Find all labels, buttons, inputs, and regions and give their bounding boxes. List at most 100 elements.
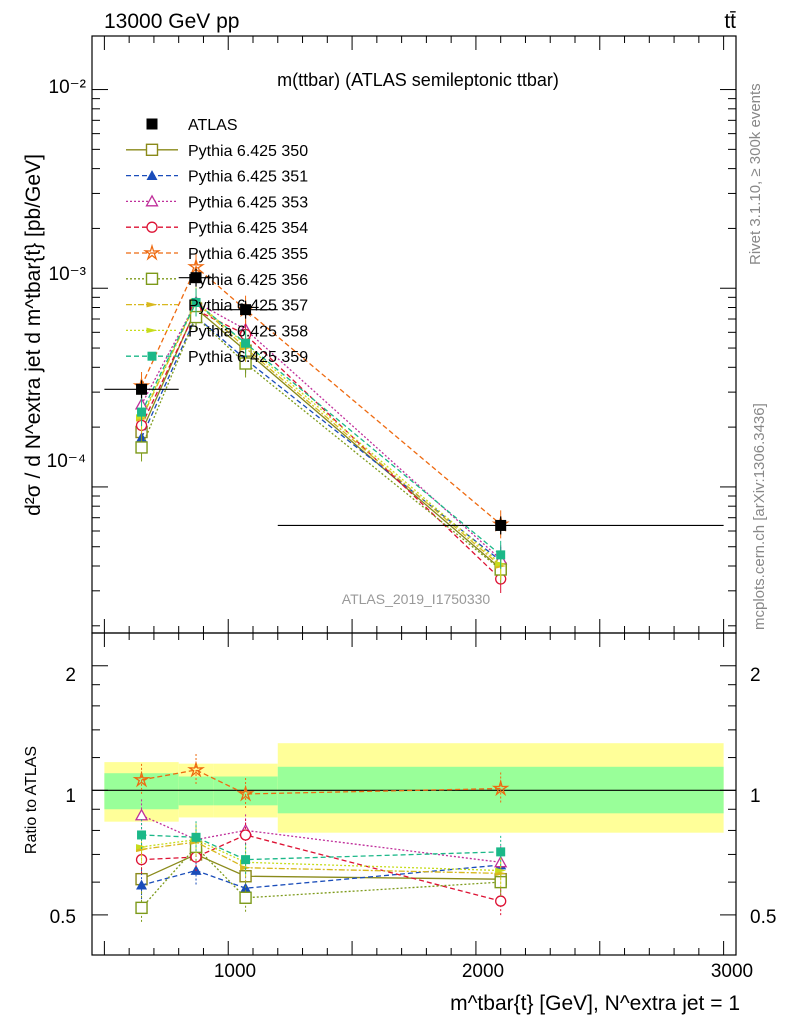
legend-label: ATLAS [188,117,238,134]
x-tick-labels: 1000 2000 3000 [214,961,753,982]
ratio-tick-label-0p5: 0.5 [50,907,76,928]
legend-entry-pythia-6-425-355: Pythia 6.425 355 [126,243,308,263]
legend-label: Pythia 6.425 350 [188,143,308,160]
series-pythia-6-425-355-ratio-point [187,760,205,778]
legend-entry-pythia-6-425-357: Pythia 6.425 357 [126,298,308,315]
rivet-version-label: Rivet 3.1.10, ≥ 300k events [747,83,764,265]
y-tick-label-1e-2: 10⁻² [49,77,87,98]
legend-marker [145,143,159,157]
legend-entry-pythia-6-425-353: Pythia 6.425 353 [126,194,308,211]
series-pythia-6-425-351-line [140,315,502,562]
atlas-point [240,304,252,316]
main-panel: m(ttbar) (ATLAS semileptonic ttbar) ATLA… [22,35,737,634]
series-pythia-6-425-359-ratio-point [137,830,147,840]
series-pythia-6-425-359-point [137,407,147,417]
ratio-tick-label-2: 2 [65,665,76,686]
series-pythia-6-425-358-ratio-point [136,844,148,850]
legend-label: Pythia 6.425 355 [188,246,308,263]
y-tick-label-1e-3: 10⁻³ [49,264,87,285]
ratio-tick-label-0p5-right: 0.5 [750,907,776,928]
y-tick-label-1e-4: 10⁻⁴ [47,451,86,472]
series-pythia-6-425-356-ratio-point [239,891,252,904]
legend-entry-pythia-6-425-351: Pythia 6.425 351 [126,169,308,186]
legend-label: Pythia 6.425 351 [188,169,308,186]
legend-label: Pythia 6.425 353 [188,194,308,211]
series-pythia-6-425-350-ratio-line [141,853,501,880]
process-label: tt̄ [724,10,736,33]
ratio-panel: 2 1 0.5 2 1 0.5 Ratio to ATLAS 1000 2000… [23,632,777,1015]
series-pythia-6-425-356-point [135,441,148,454]
legend-marker [145,272,159,285]
series-pythia-6-425-354-ratio-point [239,829,252,841]
series-pythia-6-425-355-line [140,265,502,525]
series-pythia-6-425-359-point [191,297,201,307]
ratio-y-tick-labels: 2 1 0.5 2 1 0.5 [50,665,777,928]
series-pythia-6-425-354-ratio-point [495,895,507,907]
ratio-plot-area [132,753,510,924]
figure-header: 13000 GeV pp tt̄ [104,10,736,33]
legend-entry-pythia-6-425-358: Pythia 6.425 358 [126,323,308,340]
plot-title: m(ttbar) (ATLAS semileptonic ttbar) [277,70,559,90]
series-pythia-6-425-357-line [140,301,502,567]
series-pythia-6-425-356-ratio-line [141,845,501,909]
legend-label: Pythia 6.425 359 [188,349,308,366]
y-axis-label-ratio: Ratio to ATLAS [23,746,40,854]
series-pythia-6-425-359-ratio-point [191,832,201,842]
legend-label: Pythia 6.425 354 [188,220,308,237]
x-tick-label-1000: 1000 [214,961,256,982]
x-axis-label: m^tbar{t} [GeV], N^extra jet = 1 [450,992,740,1015]
legend-marker [147,351,157,361]
series-pythia-6-425-359-ratio-line [141,834,501,861]
ratio-frame [91,632,737,956]
legend: ATLAS Pythia 6.425 350 Pythia 6.425 351 Pyt… [126,117,308,366]
series-pythia-6-425-359-ratio-point [496,847,506,857]
ratio-tick-label-1-right: 1 [750,786,761,807]
series-pythia-6-425-359 [137,288,506,569]
legend-label: Pythia 6.425 358 [188,323,308,340]
series-pythia-6-425-358-ratio-line [141,838,501,872]
legend-marker [146,301,158,308]
legend-marker [146,221,158,233]
legend-marker [146,170,158,180]
legend-label: Pythia 6.425 356 [188,272,308,289]
legend-entry-atlas: ATLAS [146,117,238,134]
series-pythia-6-425-355-ratio-point [132,770,151,788]
ratio-tick-label-1: 1 [65,786,76,807]
series-pythia-6-425-356-line [140,315,502,571]
main-y-tick-labels: 10⁻² 10⁻³ 10⁻⁴ [47,77,86,472]
series-pythia-6-425-354-ratio-line [141,834,501,902]
ratio-uncertainty-bands [92,743,736,833]
series-pythia-6-425-359-ratio-point [241,855,251,865]
main-plot-area [104,252,724,594]
atlas-point [190,272,202,284]
legend-label: Pythia 6.425 357 [188,298,308,315]
atlas-point [136,383,148,395]
ratio-tick-label-2-right: 2 [750,665,761,686]
series-atlas [104,268,724,535]
legend-marker [146,327,158,334]
energy-label: 13000 GeV pp [104,10,239,33]
legend-entry-pythia-6-425-359: Pythia 6.425 359 [126,349,308,366]
series-pythia-6-425-355-ratio-point [236,784,255,802]
legend-marker [145,194,159,207]
analysis-id: ATLAS_2019_I1750330 [342,591,491,607]
ratio-axis-ticks [92,633,736,955]
series-pythia-6-425-359-line [140,301,502,556]
mcplots-label: mcplots.cern.ch [arXiv:1306.3436] [751,403,768,630]
series-pythia-6-425-353-line [140,301,502,560]
series-pythia-6-425-351-ratio-point [136,879,148,890]
x-tick-label-3000: 3000 [711,961,753,982]
atlas-point [495,519,507,531]
legend-entry-pythia-6-425-356: Pythia 6.425 356 [126,272,308,289]
series-pythia-6-425-355-ratio-line [141,769,501,795]
legend-marker [146,118,158,130]
series-pythia-6-425-359-ratio [137,818,506,876]
legend-marker [143,243,161,261]
legend-entry-pythia-6-425-350: Pythia 6.425 350 [126,143,308,160]
series-pythia-6-425-356-ratio-point [135,901,148,915]
series-pythia-6-425-355-ratio [132,753,510,810]
series-pythia-6-425-353-ratio-line [141,814,501,863]
legend-entry-pythia-6-425-354: Pythia 6.425 354 [126,220,308,237]
series-pythia-6-425-359-point [496,550,506,560]
